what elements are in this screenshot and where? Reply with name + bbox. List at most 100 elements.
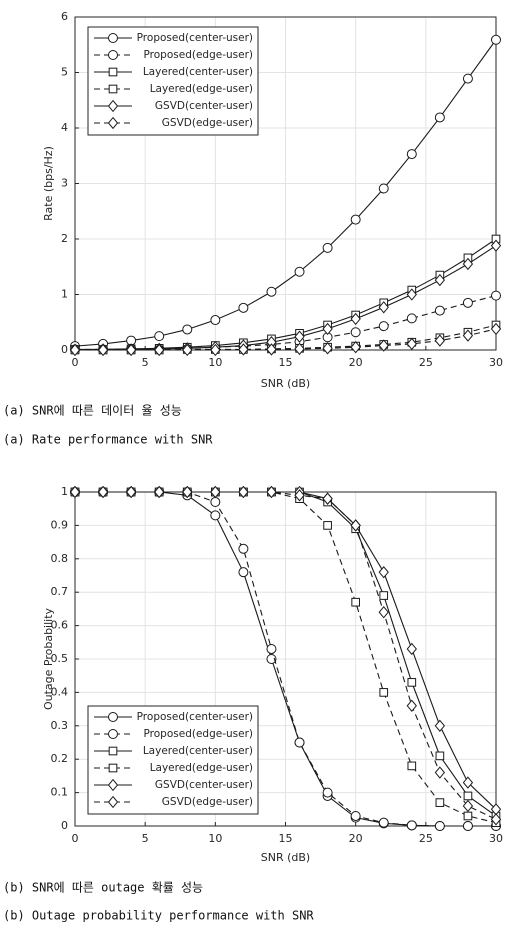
marker xyxy=(350,519,361,532)
marker xyxy=(490,322,502,336)
x-tick-label: 25 xyxy=(419,356,433,369)
x-tick-label: 30 xyxy=(489,832,503,845)
marker xyxy=(294,737,305,748)
marker xyxy=(463,811,473,821)
marker xyxy=(434,273,446,287)
marker xyxy=(294,489,305,502)
marker xyxy=(108,84,118,94)
marker xyxy=(294,342,305,356)
marker xyxy=(125,485,137,499)
marker xyxy=(378,817,389,828)
y-tick-label: 0.1 xyxy=(51,786,69,799)
marker xyxy=(378,321,389,332)
marker xyxy=(238,302,249,313)
marker xyxy=(434,334,446,347)
y-tick-label: 3 xyxy=(61,177,68,190)
y-axis-label: Rate (bps/Hz) xyxy=(42,146,55,221)
y-tick-label: 0.6 xyxy=(51,619,69,632)
marker xyxy=(406,699,417,712)
x-tick-label: 10 xyxy=(208,356,222,369)
marker xyxy=(462,257,474,271)
y-tick-label: 0 xyxy=(61,819,68,832)
marker xyxy=(294,330,305,343)
legend-label: Layered(edge-user) xyxy=(150,762,253,774)
marker xyxy=(69,485,81,499)
marker xyxy=(107,795,119,809)
marker xyxy=(322,492,333,505)
y-tick-label: 0.9 xyxy=(51,518,69,531)
marker xyxy=(107,99,119,113)
legend-label: GSVD(center-user) xyxy=(155,779,253,791)
y-tick-label: 6 xyxy=(61,10,68,23)
plot-frame xyxy=(74,16,497,351)
marker xyxy=(322,322,333,336)
marker xyxy=(491,290,501,301)
marker xyxy=(266,286,277,297)
legend-label: GSVD(edge-user) xyxy=(162,796,253,808)
marker xyxy=(435,751,445,761)
marker xyxy=(462,73,473,84)
marker xyxy=(434,112,445,123)
marker xyxy=(322,342,333,355)
marker xyxy=(108,729,118,739)
marker xyxy=(434,305,445,316)
series-line xyxy=(75,238,497,350)
y-tick-label: 0.5 xyxy=(51,652,69,665)
marker xyxy=(154,485,165,499)
y-tick-label: 0.3 xyxy=(51,719,69,732)
y-tick-label: 1 xyxy=(61,288,68,301)
marker xyxy=(108,763,118,773)
marker xyxy=(350,810,361,821)
marker xyxy=(406,149,417,160)
caption: (b) SNR에 따른 outage 확률 성능 xyxy=(3,881,203,895)
x-tick-label: 5 xyxy=(142,356,149,369)
marker xyxy=(350,341,361,354)
marker xyxy=(491,34,501,45)
marker xyxy=(350,214,361,225)
marker xyxy=(378,606,389,619)
marker xyxy=(350,312,361,326)
marker xyxy=(107,778,119,792)
marker xyxy=(351,597,360,607)
legend-label: Layered(center-user) xyxy=(143,745,253,757)
marker xyxy=(406,288,417,301)
marker xyxy=(406,313,417,324)
marker xyxy=(407,761,417,771)
marker xyxy=(266,485,277,499)
marker xyxy=(434,821,445,831)
marker xyxy=(238,343,249,356)
x-tick-label: 0 xyxy=(72,356,79,369)
x-tick-label: 15 xyxy=(279,356,293,369)
x-tick-label: 0 xyxy=(72,832,79,845)
x-tick-label: 15 xyxy=(279,832,293,845)
legend-label: GSVD(center-user) xyxy=(155,100,253,112)
y-tick-label: 2 xyxy=(61,232,68,245)
marker xyxy=(379,688,389,697)
marker xyxy=(323,521,332,530)
marker xyxy=(462,329,474,342)
legend-box xyxy=(87,705,259,815)
y-tick-label: 0.7 xyxy=(51,585,69,598)
x-axis-label: SNR (dB) xyxy=(261,851,310,864)
marker xyxy=(435,798,445,807)
marker xyxy=(266,654,277,664)
x-tick-label: 20 xyxy=(349,356,363,369)
marker xyxy=(462,776,474,789)
legend-label: Layered(edge-user) xyxy=(150,83,253,95)
marker xyxy=(154,343,165,357)
legend-box xyxy=(87,26,259,136)
legend-label: Proposed(center-user) xyxy=(137,32,253,44)
y-tick-label: 5 xyxy=(61,66,68,79)
y-tick-label: 0.2 xyxy=(51,752,69,765)
marker xyxy=(182,485,193,499)
marker xyxy=(210,315,221,326)
marker xyxy=(108,33,118,43)
marker xyxy=(462,821,473,831)
legend-label: Proposed(edge-user) xyxy=(144,49,253,61)
marker xyxy=(463,791,473,801)
series-line xyxy=(74,245,497,351)
marker xyxy=(108,746,118,756)
marker xyxy=(210,343,221,357)
marker xyxy=(125,343,137,357)
